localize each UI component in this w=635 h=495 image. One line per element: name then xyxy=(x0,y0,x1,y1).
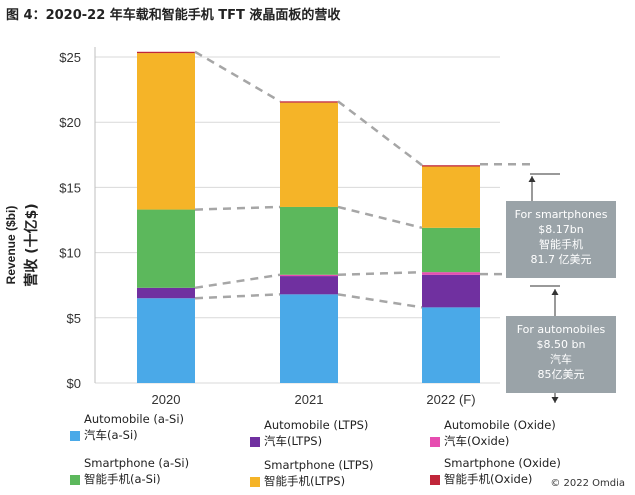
trend-connector xyxy=(337,205,423,230)
legend-label-en: Smartphone (LTPS) xyxy=(264,458,374,472)
y-tick-label: $25 xyxy=(59,50,81,65)
bar-segment-automobile-ltps xyxy=(280,276,338,295)
legend-swatch xyxy=(250,477,260,487)
legend-swatch xyxy=(70,475,80,485)
y-tick-label: $5 xyxy=(67,311,81,326)
bar-segment-smartphone-oxide xyxy=(422,165,480,167)
legend-swatch xyxy=(70,431,80,441)
bar-segment-automobile-asi xyxy=(422,307,480,383)
y-tick-label: $10 xyxy=(59,246,81,261)
callout-line: 81.7 亿美元 xyxy=(530,253,592,266)
trend-connector xyxy=(194,50,281,103)
callout-line: 智能手机 xyxy=(539,238,583,251)
legend-swatch xyxy=(430,475,440,485)
smartphones-callout: For smartphones $8.17bn 智能手机 81.7 亿美元 xyxy=(506,201,616,278)
legend-label-en: Automobile (Oxide) xyxy=(444,418,556,432)
callout-line: For automobiles xyxy=(516,323,606,336)
callout-line: $8.17bn xyxy=(538,223,584,236)
callout-line: For smartphones xyxy=(514,208,608,221)
bar-segment-smartphone-ltps xyxy=(137,53,195,210)
legend-label-en: Automobile (LTPS) xyxy=(264,418,369,432)
legend-label-en: Smartphone (Oxide) xyxy=(444,456,561,470)
x-tick-label: 2022 (F) xyxy=(426,392,475,407)
bar-segment-automobile-ltps xyxy=(422,274,480,308)
x-tick-label: 2021 xyxy=(295,392,324,407)
bar-segment-automobile-oxide xyxy=(280,274,338,277)
legend-item-automobile-ltps: Automobile (LTPS) 汽车(LTPS) xyxy=(250,418,420,452)
arrow-head xyxy=(551,289,559,295)
trend-connector xyxy=(337,293,423,309)
bar-segment-automobile-asi xyxy=(137,298,195,383)
arrow-head xyxy=(528,176,536,182)
callout-line: 85亿美元 xyxy=(537,368,585,381)
bar-segment-smartphone-oxide xyxy=(280,101,338,103)
trend-connector xyxy=(337,100,423,167)
callout-line: $8.50 bn xyxy=(536,338,586,351)
trend-connector xyxy=(194,273,281,290)
bar-segment-smartphone-asi xyxy=(280,206,338,275)
legend-label-zh: 智能手机(LTPS) xyxy=(264,474,346,488)
bar-segment-smartphone-ltps xyxy=(422,166,480,228)
legend-item-smartphone-asi: Smartphone (a-Si) 智能手机(a-Si) xyxy=(70,456,240,490)
legend-label-zh: 汽车(LTPS) xyxy=(264,434,323,448)
legend-label-zh: 智能手机(Oxide) xyxy=(444,472,533,486)
bar-segment-smartphone-asi xyxy=(137,209,195,288)
trend-connector xyxy=(194,205,281,211)
legend-label-zh: 汽车(Oxide) xyxy=(444,434,510,448)
y-axis-title-en: Revenue ($bi) xyxy=(4,206,18,285)
bar-segment-automobile-oxide xyxy=(422,272,480,275)
legend-item-smartphone-oxide: Smartphone (Oxide) 智能手机(Oxide) xyxy=(430,456,600,490)
copyright-notice: © 2022 Omdia xyxy=(550,478,625,489)
legend-label-en: Automobile (a-Si) xyxy=(84,412,185,426)
trend-connector xyxy=(194,293,281,300)
y-tick-label: $15 xyxy=(59,180,81,195)
bar-segment-smartphone-asi xyxy=(422,227,480,273)
bar-segment-smartphone-ltps xyxy=(280,102,338,207)
legend-swatch xyxy=(430,437,440,447)
bar-segment-automobile-ltps xyxy=(137,287,195,299)
legend-item-smartphone-ltps: Smartphone (LTPS) 智能手机(LTPS) xyxy=(250,458,420,492)
bar-segment-automobile-asi xyxy=(280,294,338,383)
y-axis-title-zh: 营收 (十亿$) xyxy=(23,203,40,286)
legend-item-automobile-oxide: Automobile (Oxide) 汽车(Oxide) xyxy=(430,418,600,452)
bar-segment-smartphone-oxide xyxy=(137,51,195,54)
legend-label-zh: 智能手机(a-Si) xyxy=(84,472,161,486)
chart-title: 图 4：2020-22 年车载和智能手机 TFT 液晶面板的营收 xyxy=(6,8,341,23)
automobiles-callout: For automobiles $8.50 bn 汽车 85亿美元 xyxy=(506,316,616,393)
legend-label-en: Smartphone (a-Si) xyxy=(84,456,190,470)
trend-connector xyxy=(337,270,423,277)
y-tick-label: $20 xyxy=(59,115,81,130)
legend-item-automobile-asi: Automobile (a-Si) 汽车(a-Si) xyxy=(70,412,240,446)
legend-label-zh: 汽车(a-Si) xyxy=(84,428,138,442)
callout-line: 汽车 xyxy=(550,353,572,366)
legend-swatch xyxy=(250,437,260,447)
x-tick-label: 2020 xyxy=(152,392,181,407)
arrow-head xyxy=(551,397,559,403)
y-tick-label: $0 xyxy=(67,376,81,391)
